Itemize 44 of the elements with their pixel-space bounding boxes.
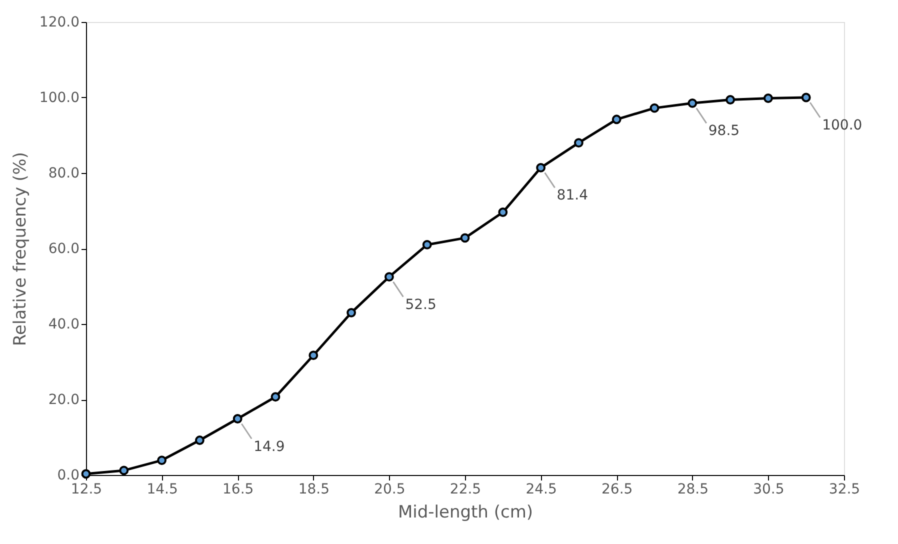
point — [801, 92, 811, 102]
annotation: 98.5 — [708, 123, 740, 140]
y-axis-title: Relative frequency (%) — [10, 152, 30, 346]
x-tick-label: 20.5 — [374, 482, 406, 498]
point — [688, 98, 698, 108]
point — [346, 308, 356, 318]
point — [612, 114, 622, 124]
point — [232, 414, 242, 424]
y-tick-label: 20.0 — [48, 392, 80, 408]
point — [498, 208, 508, 217]
point — [422, 240, 432, 250]
point — [194, 436, 204, 445]
x-tick-label: 22.5 — [450, 482, 482, 498]
y-tick-label: 80.0 — [48, 166, 80, 182]
annotation: 81.4 — [556, 188, 588, 204]
point — [650, 103, 660, 113]
x-tick-label: 28.5 — [677, 482, 708, 498]
point — [308, 350, 318, 360]
point — [157, 456, 167, 465]
x-axis-title: Mid-length (cm) — [398, 502, 534, 522]
point — [270, 392, 280, 402]
point — [536, 163, 546, 172]
point — [119, 466, 129, 476]
y-tick-label: 60.0 — [48, 241, 80, 257]
x-tick-label: 12.5 — [70, 482, 102, 498]
y-tick-label: 40.0 — [48, 316, 80, 332]
x-tick-label: 32.5 — [828, 482, 860, 498]
y-tick-label: 100.0 — [39, 90, 80, 106]
x-tick-label: 24.5 — [526, 482, 557, 498]
annotation: 100.0 — [822, 118, 862, 134]
point — [574, 138, 584, 148]
x-tick-label: 14.5 — [146, 482, 178, 498]
point — [726, 95, 736, 104]
x-tick-label: 16.5 — [222, 482, 254, 498]
y-tick-label: 0.0 — [57, 468, 80, 484]
annotation: 52.5 — [405, 296, 436, 313]
point — [460, 233, 470, 243]
y-tick-label: 120.0 — [39, 14, 80, 30]
annotation: 14.9 — [254, 438, 285, 455]
point — [384, 272, 394, 282]
x-tick-label: 26.5 — [602, 482, 633, 498]
x-tick-label: 30.5 — [753, 482, 784, 498]
point — [763, 94, 773, 103]
x-tick-label: 18.5 — [298, 482, 330, 498]
